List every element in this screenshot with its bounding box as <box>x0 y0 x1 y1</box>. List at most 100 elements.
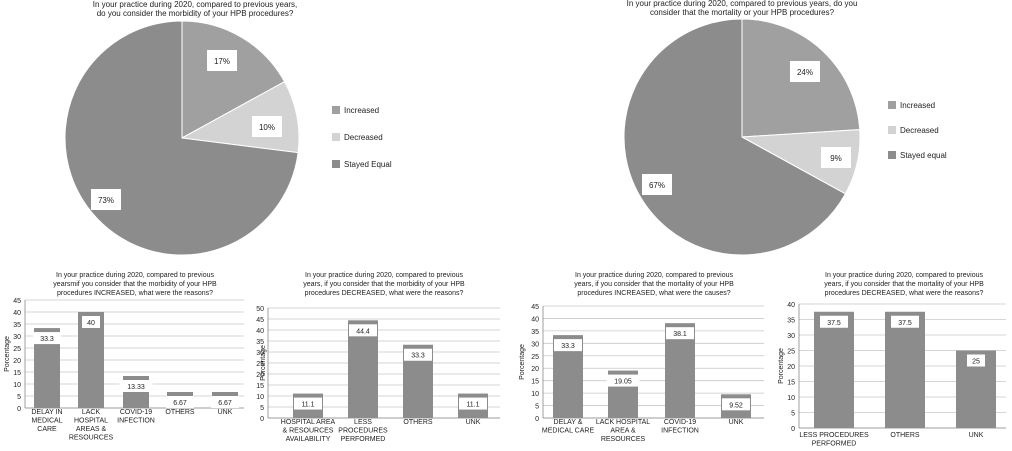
bar <box>348 320 378 418</box>
slice-label-box <box>252 116 282 137</box>
y-axis-label: Porcentage <box>519 344 526 380</box>
slice-label-box <box>642 174 672 195</box>
data-label-box <box>119 380 153 393</box>
chart-title: procedures INCREASED, what were the caus… <box>577 290 730 297</box>
data-label-box <box>404 348 432 361</box>
chart-title: procedures DECREASED, what were the reas… <box>825 290 984 297</box>
y-tick-label: 20 <box>256 372 264 379</box>
x-tick-label: RESOURCES <box>601 436 646 443</box>
data-label: 11.1 <box>301 402 314 409</box>
bar-chart-1: In your practice during 2020, compared t… <box>4 272 244 442</box>
slice-label: 9% <box>830 154 842 163</box>
y-tick-label: 10 <box>13 382 21 389</box>
chart-title: consider that the mortality or your HPB … <box>650 8 835 17</box>
legend-swatch <box>888 151 896 159</box>
data-label-box <box>820 315 848 328</box>
y-tick-label: 0 <box>17 406 21 413</box>
legend-label: Decreased <box>344 133 383 142</box>
slice-label: 17% <box>214 57 230 66</box>
y-axis-label: Porcentage <box>4 336 11 372</box>
slice-label-box <box>91 189 121 210</box>
bar-chart-4: In your practice during 2020, compared t… <box>778 272 1006 448</box>
data-label: 9.52 <box>729 402 743 409</box>
data-label-box <box>459 397 487 410</box>
x-tick-label: LESS PROCEDURES <box>799 432 869 439</box>
bar <box>814 311 854 428</box>
data-label: 25 <box>972 359 980 366</box>
y-tick-label: 30 <box>256 350 264 357</box>
x-tick-label: UNK <box>729 419 744 426</box>
pie-chart-2: In your practice during 2020, compared t… <box>623 0 947 256</box>
y-tick-label: 5 <box>260 405 264 412</box>
slice-label: 10% <box>259 123 275 132</box>
x-tick-label: RESOURCES <box>69 435 114 442</box>
data-label: 6.67 <box>173 400 187 407</box>
y-tick-label: 40 <box>256 328 264 335</box>
chart-title: In your practice during 2020, compared t… <box>93 0 298 9</box>
x-tick-label: DELAY & <box>554 419 583 426</box>
x-tick-label: OTHERS <box>890 432 920 439</box>
data-label: 33.3 <box>40 336 54 343</box>
legend-label: Stayed Equal <box>344 160 392 169</box>
y-tick-label: 25 <box>13 346 21 353</box>
y-tick-label: 40 <box>787 302 795 309</box>
data-label: 13.33 <box>127 384 145 391</box>
chart-title: In your practice during 2020, compared t… <box>575 272 733 279</box>
y-tick-label: 45 <box>13 298 21 305</box>
legend-label: Decreased <box>900 126 939 135</box>
data-label-box <box>666 327 694 340</box>
legend-swatch <box>332 106 340 114</box>
y-tick-label: 45 <box>531 304 539 311</box>
y-tick-label: 25 <box>256 361 264 368</box>
y-tick-label: 35 <box>531 329 539 336</box>
x-tick-label: OTHERS <box>165 409 195 416</box>
slice-label-box <box>821 147 851 168</box>
y-tick-label: 25 <box>531 354 539 361</box>
chart-title: procedures INCREASED, what were the reas… <box>57 290 213 297</box>
y-tick-label: 20 <box>13 358 21 365</box>
x-tick-label: AREA & <box>610 428 636 435</box>
legend-swatch <box>888 101 896 109</box>
y-tick-label: 5 <box>17 394 21 401</box>
y-tick-label: 40 <box>531 316 539 323</box>
x-tick-label: UNK <box>969 432 984 439</box>
y-tick-label: 35 <box>787 318 795 325</box>
pie-slice <box>64 20 299 256</box>
legend-label: Stayed equal <box>900 151 947 160</box>
x-tick-label: HOSPITAL AREA <box>281 419 336 426</box>
data-label-box <box>211 395 239 408</box>
slice-label: 24% <box>797 68 813 77</box>
legend-swatch <box>332 133 340 141</box>
data-label-box <box>294 397 322 410</box>
y-tick-label: 20 <box>787 364 795 371</box>
x-tick-label: AREAS & <box>76 426 107 433</box>
bar <box>885 311 925 428</box>
slice-label-box <box>207 50 237 71</box>
y-tick-label: 30 <box>787 333 795 340</box>
x-tick-label: CARE <box>37 426 57 433</box>
y-tick-label: 10 <box>787 395 795 402</box>
x-tick-label: LACK HOSPITAL <box>596 419 650 426</box>
data-label-box <box>82 316 100 328</box>
y-tick-label: 0 <box>791 426 795 433</box>
x-tick-label: UNK <box>218 409 233 416</box>
y-tick-label: 15 <box>13 370 21 377</box>
bar-chart-3: In your practice during 2020, compared t… <box>519 272 764 443</box>
legend-label: Increased <box>900 101 935 110</box>
data-label-box <box>166 395 194 408</box>
y-tick-label: 35 <box>256 339 264 346</box>
data-label: 19.05 <box>614 379 632 386</box>
data-label-box <box>722 398 750 411</box>
x-tick-label: PERFORMED <box>341 436 386 443</box>
y-tick-label: 5 <box>535 404 539 411</box>
chart-title: In your practice during 2020, compared t… <box>825 272 983 279</box>
x-tick-label: MEDICAL CARE <box>542 428 595 435</box>
y-tick-label: 25 <box>787 349 795 356</box>
y-axis-label: Porcentage <box>260 345 267 381</box>
y-tick-label: 0 <box>535 416 539 423</box>
x-tick-label: UNK <box>466 419 481 426</box>
y-tick-label: 20 <box>531 366 539 373</box>
data-label: 33.3 <box>561 343 575 350</box>
x-tick-label: COVID-19 <box>120 409 152 416</box>
chart-title: yearsmif you consider that the morbidity… <box>53 281 217 288</box>
